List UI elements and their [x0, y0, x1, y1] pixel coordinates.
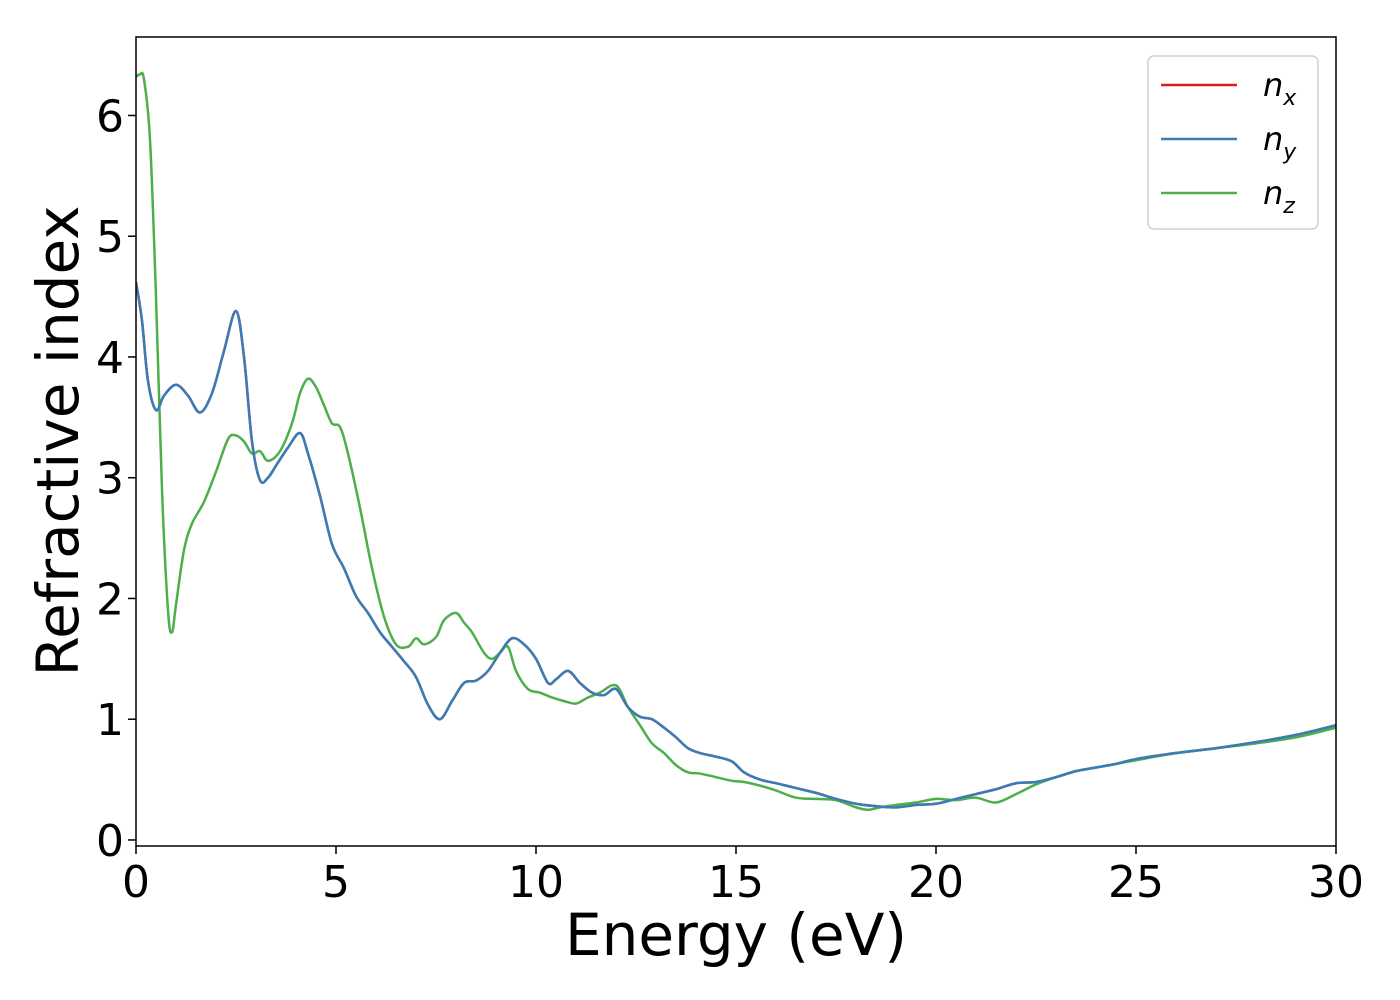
y-tick-label: 5	[96, 212, 124, 263]
x-axis-title: Energy (eV)	[565, 901, 907, 969]
x-tick-label: 0	[122, 857, 150, 908]
x-tick-label: 25	[1108, 857, 1164, 908]
y-tick-label: 3	[96, 454, 124, 505]
y-tick-label: 6	[96, 91, 124, 142]
y-tick-label: 2	[96, 574, 124, 625]
y-tick-label: 4	[96, 333, 124, 384]
y-axis-ticks: 0 1 2 3 4 5 6	[96, 91, 136, 867]
y-axis-title: Refractive index	[24, 205, 92, 676]
series-line-n-x	[136, 281, 1336, 809]
x-tick-label: 5	[322, 857, 350, 908]
series-line-n-y	[136, 281, 1336, 809]
x-tick-label: 20	[908, 857, 964, 908]
legend-box	[1147, 55, 1319, 230]
x-tick-label: 15	[708, 857, 764, 908]
y-tick-label: 1	[96, 695, 124, 746]
y-tick-label: 0	[96, 816, 124, 867]
series-lines	[136, 71, 1336, 812]
x-tick-label: 10	[508, 857, 564, 908]
series-line-n-z	[136, 71, 1336, 812]
x-tick-label: 30	[1308, 857, 1364, 908]
x-axis-ticks: 0 5 10 15 20 25 30	[122, 846, 1364, 908]
